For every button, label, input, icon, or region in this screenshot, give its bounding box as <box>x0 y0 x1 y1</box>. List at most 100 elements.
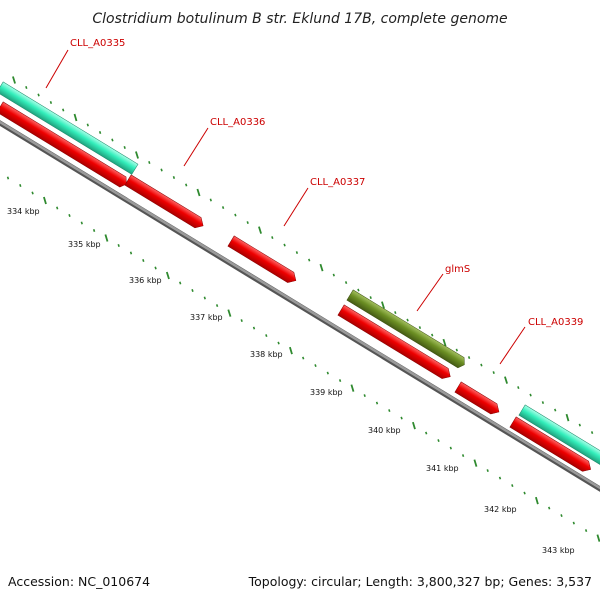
gene-label-cll-a0337: CLL_A0337 <box>310 177 365 188</box>
inner-scale-ticks <box>6 176 600 542</box>
callout-cll-a0336: CLL_A0336 <box>183 117 265 167</box>
outer-scale-tick <box>12 76 16 84</box>
outer-scale-tick <box>504 376 508 384</box>
inner-scale-tick <box>412 421 416 430</box>
gene-label-cll-a0339: CLL_A0339 <box>528 317 583 328</box>
outer-scale-tick <box>332 273 335 277</box>
callout-cll-a0339: CLL_A0339 <box>499 317 583 365</box>
accession-text: Accession: NC_010674 <box>8 574 150 589</box>
inner-scale-tick <box>191 289 194 292</box>
map-title: Clostridium botulinum B str. Eklund 17B,… <box>92 11 507 27</box>
outer-scale-tick <box>541 401 545 405</box>
inner-scale-tick <box>227 309 232 317</box>
inner-scale-tick <box>584 529 588 533</box>
inner-scale-tick <box>104 234 109 242</box>
gene-arrow-lower-b[interactable] <box>454 381 502 417</box>
outer-scale-tick <box>196 188 201 197</box>
inner-scale-tick <box>129 251 133 255</box>
outer-scale-tick <box>308 258 311 262</box>
outer-scale-tick <box>369 296 372 300</box>
inner-scale-tick <box>511 484 514 488</box>
backbone <box>0 120 600 492</box>
inner-scale-tick <box>425 431 428 435</box>
outer-scale-tick <box>111 138 114 142</box>
gene-arrow-cll-a0339[interactable] <box>509 416 594 475</box>
inner-scale-tick <box>388 409 391 413</box>
inner-scale-tick <box>117 244 120 247</box>
inner-scale-tick <box>68 214 71 217</box>
inner-scale-tick <box>19 184 22 187</box>
scale-label-337: 337 kbp <box>190 313 223 322</box>
inner-scale-tick <box>498 476 502 480</box>
callout-cll-a0337: CLL_A0337 <box>283 177 365 227</box>
outer-scale-tick <box>98 131 102 134</box>
outer-scale-tick <box>258 226 262 234</box>
inner-scale-tick <box>326 371 329 375</box>
cyan-feature-left <box>0 81 139 175</box>
outer-scale-tick <box>73 113 78 122</box>
outer-scale-tick <box>295 251 299 255</box>
scale-label-340: 340 kbp <box>368 426 401 435</box>
outer-scale-tick <box>381 301 385 309</box>
inner-scale-tick <box>154 266 157 270</box>
summary-text: Topology: circular; Length: 3,800,327 bp… <box>248 574 592 589</box>
cyan-feature-right <box>518 404 600 473</box>
scale-label-339: 339 kbp <box>310 388 343 397</box>
gene-arrow-cll-a0337[interactable] <box>227 235 299 286</box>
inner-scale-tick <box>265 334 268 338</box>
inner-scale-tick <box>165 271 170 280</box>
outer-scale-tick <box>49 101 53 104</box>
inner-scale-tick <box>535 496 539 505</box>
inner-scale-tick <box>43 196 47 205</box>
inner-scale-tick <box>523 491 526 495</box>
outer-scale-tick <box>565 413 570 422</box>
inner-scale-tick <box>314 364 317 368</box>
inner-scale-tick <box>289 346 293 355</box>
inner-scale-tick <box>92 229 96 232</box>
outer-scale-tick <box>418 326 422 330</box>
inner-scale-tick <box>560 514 563 518</box>
inner-scale-tick <box>350 384 355 392</box>
outer-scale-ticks <box>12 76 594 435</box>
inner-scale-tick <box>572 521 575 525</box>
inner-scale-tick <box>252 326 256 330</box>
gene-arrow-cll-a0336[interactable] <box>124 174 206 231</box>
inner-scale-tick <box>473 459 478 467</box>
inner-scale-tick <box>548 506 551 510</box>
outer-scale-tick <box>357 288 360 292</box>
scale-label-343: 343 kbp <box>542 546 575 555</box>
scale-labels: 334 kbp 335 kbp 336 kbp 337 kbp 338 kbp … <box>7 207 575 555</box>
inner-scale-tick <box>142 259 145 262</box>
outer-scale-tick <box>442 338 447 347</box>
inner-scale-tick <box>31 191 34 195</box>
outer-scale-tick <box>394 311 397 315</box>
outer-scale-tick <box>185 183 188 187</box>
inner-scale-tick <box>215 304 219 308</box>
outer-scale-tick <box>554 408 557 412</box>
outer-scale-tick <box>578 423 581 427</box>
inner-scale-tick <box>80 221 83 225</box>
gene-label-cll-a0336: CLL_A0336 <box>210 117 265 128</box>
outer-scale-tick <box>221 206 225 210</box>
gene-arrow-lower-a[interactable] <box>337 304 454 382</box>
outer-scale-tick <box>246 221 249 225</box>
scale-label-334: 334 kbp <box>7 207 40 216</box>
outer-scale-tick <box>172 176 176 179</box>
outer-scale-tick <box>517 386 520 390</box>
gene-arrow-glms[interactable] <box>346 289 468 370</box>
inner-scale-tick <box>179 281 182 285</box>
inner-scale-tick <box>203 296 206 300</box>
gene-label-glms: glmS <box>445 264 470 275</box>
inner-scale-tick <box>449 446 452 450</box>
inner-scale-tick <box>6 176 10 180</box>
outer-scale-tick <box>271 236 274 240</box>
callout-cll-a0335: CLL_A0335 <box>45 38 125 89</box>
outer-scale-tick <box>160 168 163 172</box>
inner-scale-tick <box>302 356 305 360</box>
outer-scale-tick <box>209 198 212 202</box>
scale-label-342: 342 kbp <box>484 505 517 514</box>
gene-arrow-cll-a0335[interactable] <box>0 101 129 189</box>
inner-scale-tick <box>338 379 342 383</box>
gene-label-cll-a0335: CLL_A0335 <box>70 38 125 49</box>
